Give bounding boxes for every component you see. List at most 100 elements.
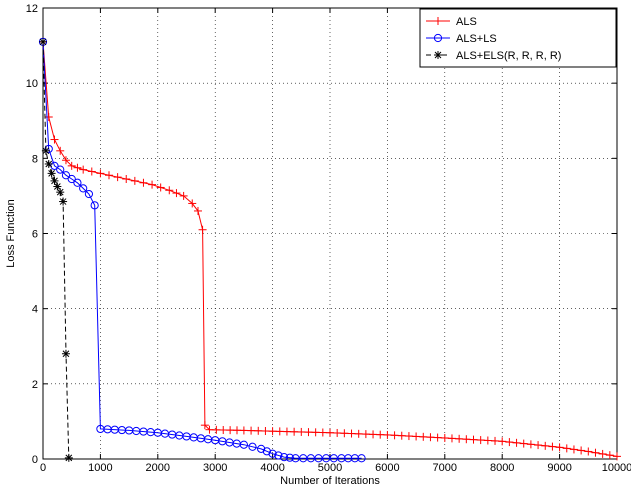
data-point [156,183,165,192]
data-point [50,135,59,144]
data-point [412,432,421,441]
x-tick-label: 10000 [602,462,631,474]
data-point [354,429,363,438]
data-point [248,442,257,451]
x-tick-label: 8000 [490,462,514,474]
data-point [130,176,139,185]
data-point [67,161,76,170]
data-point [512,438,521,447]
data-point [226,426,235,435]
legend: ALS ALS+LS ALS+ELS(R, R, R, R) [419,8,617,68]
x-tick-label: 1000 [88,462,112,474]
data-point [219,425,228,434]
data-point [419,432,428,441]
data-point [591,448,600,457]
data-point [105,171,114,180]
x-tick-label: 7000 [433,462,457,474]
data-point [469,435,478,444]
data-point [122,175,131,184]
data-point [44,144,53,154]
data-point [96,169,105,178]
data-point [139,178,148,187]
y-tick-label: 2 [32,379,38,391]
data-point [605,451,614,460]
data-point [61,156,70,165]
y-axis-label: Loss Function [5,199,17,267]
data-point [304,428,313,437]
data-point [59,197,68,206]
data-point [297,427,306,436]
data-point [337,454,346,463]
data-point [491,436,500,445]
legend-label-als-els: ALS+ELS(R, R, R, R) [456,50,561,62]
y-tick-label: 6 [32,229,38,241]
y-tick-label: 4 [32,304,38,316]
data-point [426,433,435,442]
data-point [383,430,392,439]
data-point [462,435,471,444]
data-point [44,159,53,168]
data-point [369,430,378,439]
data-point [577,446,586,455]
data-point [274,451,283,460]
legend-marker [433,33,443,43]
data-point [254,426,263,435]
data-point [318,428,327,437]
data-point [233,426,242,435]
data-point [541,441,550,450]
data-point [87,167,96,176]
data-point [433,433,442,442]
x-tick-label: 2000 [146,462,170,474]
data-point [84,189,94,199]
data-point [205,425,214,434]
legend-label-als-ls: ALS+LS [456,33,497,45]
data-point [148,180,157,189]
legend-marker [434,51,442,59]
x-tick-label: 9000 [547,462,571,474]
data-point [584,447,593,456]
data-point [239,440,248,449]
data-point [113,173,122,182]
data-point [397,431,406,440]
legend-marker [434,17,442,25]
data-point [598,449,607,458]
data-point [212,425,221,434]
data-point [165,186,174,195]
data-point [519,439,528,448]
legend-entry-als: ALS [426,16,477,28]
data-point [344,454,353,463]
legend-entry-als-els: ALS+ELS(R, R, R, R) [426,50,561,62]
data-point [361,430,370,439]
data-point [447,434,456,443]
series-layer [38,37,621,463]
data-point [56,146,65,155]
data-point [198,225,207,234]
data-point [562,444,571,453]
legend-box [419,8,617,68]
data-point [279,453,289,462]
data-point [534,441,543,450]
data-point [239,426,248,435]
data-point [172,189,181,198]
axis-ticks: 0 1000 2000 3000 4000 5000 6000 7000 8000 9000 100… [26,3,631,474]
legend-label-als: ALS [456,16,477,28]
x-tick-label: 4000 [260,462,284,474]
data-point [376,430,385,439]
data-point [61,349,70,358]
data-point [340,429,349,438]
data-point [39,37,47,46]
series-line [42,41,70,458]
data-point [79,165,88,174]
data-point [326,428,334,437]
data-point [282,427,291,436]
data-point [498,437,507,446]
data-point [73,178,82,187]
data-point [526,440,535,449]
data-point [56,188,65,197]
data-point [350,454,359,463]
data-point [290,427,299,436]
legend-symbol-als [426,17,450,25]
data-point [505,438,514,447]
